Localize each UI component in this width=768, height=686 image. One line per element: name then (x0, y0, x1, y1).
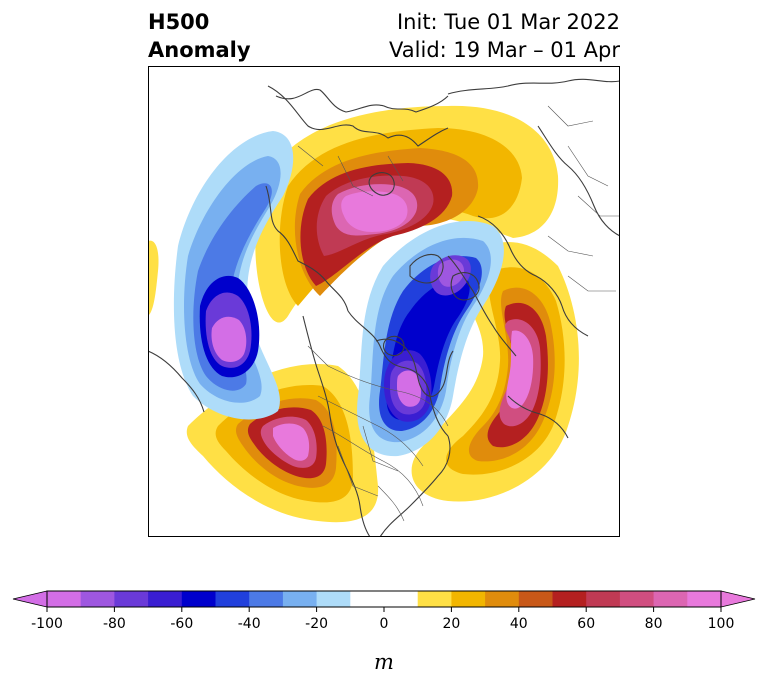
colorbar-tick-label: 0 (380, 616, 389, 632)
colorbar-tick-label: -20 (305, 616, 328, 632)
anomaly-map (148, 66, 620, 537)
colorbar-tick-label: 20 (442, 616, 460, 632)
colorbar-swatch (518, 591, 554, 607)
colorbar-swatch (80, 591, 115, 607)
colorbar-tick-label: 80 (645, 616, 663, 632)
init-label: Init: Tue 01 Mar 2022 (396, 10, 620, 34)
colorbar-under-arrow (12, 590, 48, 608)
colorbar-swatch (350, 591, 385, 607)
positive-anomaly-western-us (186, 364, 379, 523)
colorbar-swatch (316, 591, 351, 607)
coastlines (148, 78, 620, 537)
variable-label: H500 (148, 10, 210, 34)
colorbar-over-arrow (720, 590, 756, 608)
colorbar-swatch (114, 591, 149, 607)
anomaly-contours (148, 105, 579, 523)
colorbar-tick-label: -100 (31, 616, 63, 632)
colorbar-swatch (552, 591, 587, 607)
colorbar-swatch (451, 591, 486, 607)
colorbar-tick-label: 40 (510, 616, 528, 632)
colorbar-tick-label: -60 (170, 616, 193, 632)
colorbar-swatch (181, 591, 217, 607)
colorbar-ticks: -100 -80 -60 -40 -20 0 20 40 60 80 100 (31, 607, 734, 632)
colorbar-swatch (47, 591, 82, 607)
colorbar-swatch (148, 591, 183, 607)
colorbar-swatch (249, 591, 284, 607)
valid-label: Valid: 19 Mar – 01 Apr (389, 38, 620, 62)
colorbar-tick-label: -80 (103, 616, 126, 632)
colorbar-swatch (485, 591, 520, 607)
positive-anomaly-edge (148, 240, 159, 316)
colorbar-swatch (384, 591, 419, 607)
colorbar-swatch (282, 591, 318, 607)
positive-anomaly-siberia (255, 105, 559, 323)
colorbar-swatch (417, 591, 452, 607)
colorbar-unit-label: m (374, 650, 394, 674)
negative-anomaly-gulf-of-alaska (173, 131, 294, 420)
map-title-left: H500 Anomaly (148, 8, 251, 64)
colorbar-swatch (586, 591, 621, 607)
colorbar-swatch (687, 591, 722, 607)
quantity-label: Anomaly (148, 38, 251, 62)
colorbar: -100 -80 -60 -40 -20 0 20 40 60 80 100 m (12, 590, 756, 674)
positive-anomaly-atlantic (411, 242, 579, 502)
map-title-right: Init: Tue 01 Mar 2022 Valid: 19 Mar – 01… (389, 8, 620, 64)
colorbar-swatch (215, 591, 250, 607)
colorbar-tick-label: 100 (708, 616, 735, 632)
colorbar-swatch (653, 591, 688, 607)
colorbar-swatch (619, 591, 655, 607)
political-borders (297, 105, 620, 522)
map-frame (148, 66, 620, 537)
colorbar-tick-label: -40 (238, 616, 261, 632)
colorbar-tick-label: 60 (577, 616, 595, 632)
colorbar-swatches (47, 591, 722, 607)
